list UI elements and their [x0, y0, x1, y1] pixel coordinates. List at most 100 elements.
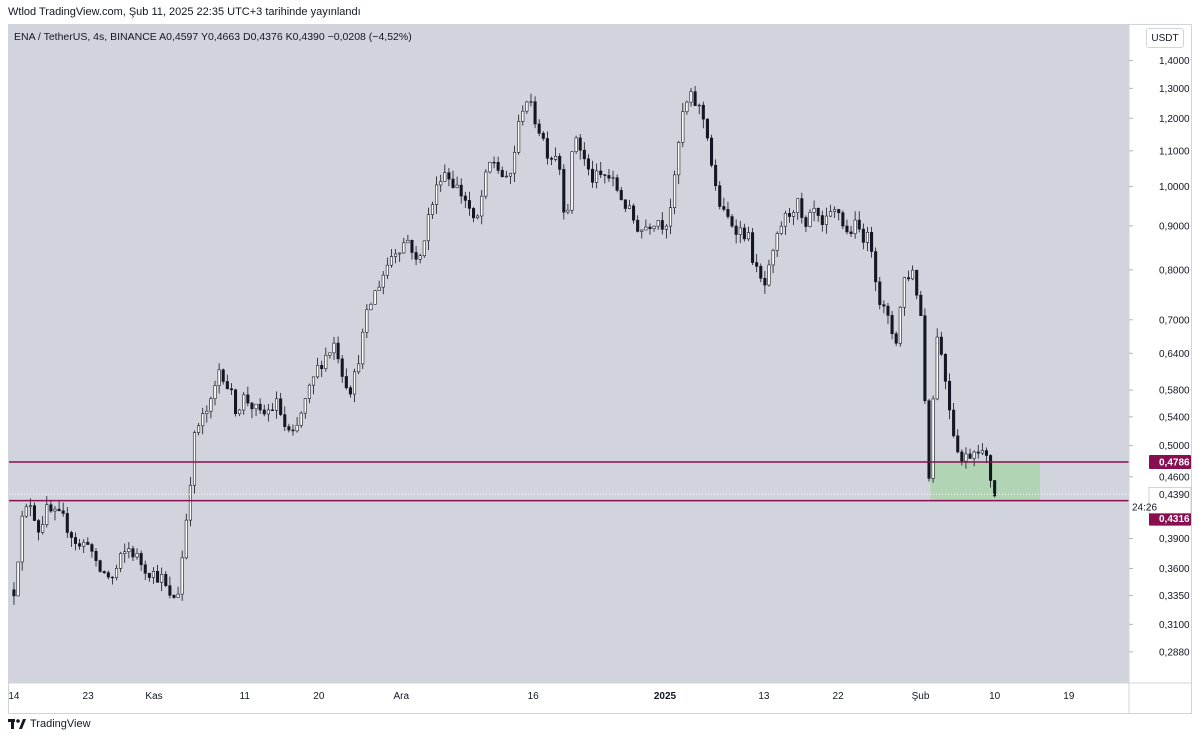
- candle: [311, 376, 316, 395]
- candle-body: [340, 358, 344, 377]
- candle-body: [37, 520, 41, 533]
- price-tick-label: 0,7000: [1159, 315, 1190, 326]
- candle-body: [968, 453, 972, 459]
- candle-body: [480, 195, 484, 217]
- candle-body: [394, 253, 398, 257]
- candle-body: [24, 506, 28, 517]
- candle-body: [303, 398, 307, 414]
- candle: [307, 383, 311, 404]
- candle-body: [656, 220, 660, 227]
- candle-body: [800, 198, 804, 218]
- candle: [562, 164, 566, 220]
- candle: [952, 402, 956, 438]
- candle: [221, 368, 225, 385]
- candle: [82, 539, 86, 554]
- candle: [316, 357, 320, 379]
- candle: [882, 300, 886, 314]
- candle-body: [956, 435, 960, 453]
- candle-body: [590, 168, 595, 183]
- candle: [37, 518, 41, 541]
- candle: [841, 210, 845, 230]
- candle-body: [668, 207, 673, 227]
- candle: [923, 308, 927, 405]
- candle: [389, 249, 393, 268]
- candle: [500, 166, 504, 178]
- candle-body: [332, 342, 336, 354]
- time-axis[interactable]: 14 23 Kas 11 20 Ara 16 2025 13 22 Şub 10 19: [8, 691, 1074, 702]
- candle: [410, 239, 414, 260]
- candle-body: [73, 537, 78, 544]
- candle-body: [816, 207, 820, 216]
- candle-body: [398, 252, 402, 255]
- candle-body: [135, 553, 139, 558]
- candle: [480, 189, 484, 225]
- candle-body: [603, 174, 607, 176]
- candle: [168, 576, 172, 599]
- candle-body: [418, 255, 422, 260]
- candle: [373, 290, 377, 305]
- support-price-label-bg: [1149, 511, 1191, 526]
- candle-body: [972, 451, 976, 459]
- candle-body: [574, 137, 578, 152]
- candles: [12, 85, 997, 605]
- candle-body: [849, 231, 853, 234]
- candle-body: [640, 229, 644, 232]
- candle: [459, 178, 463, 204]
- candle: [299, 411, 303, 428]
- candle-body: [607, 175, 611, 179]
- candle-body: [262, 409, 266, 415]
- candle: [164, 571, 168, 588]
- candle: [993, 480, 997, 498]
- candle: [718, 181, 722, 210]
- candle: [915, 269, 919, 300]
- candle: [20, 510, 24, 571]
- candle-body: [430, 204, 435, 215]
- candle: [615, 174, 619, 193]
- support-price-label[interactable]: 0,4316: [1149, 511, 1191, 526]
- candle-body: [586, 158, 590, 170]
- candle: [578, 134, 582, 160]
- price-tick-label: 0,3350: [1159, 591, 1190, 602]
- candle-body: [783, 213, 787, 227]
- resistance-price-label[interactable]: 0,4786: [1149, 454, 1191, 469]
- price-chart[interactable]: 1,4000 1,3000 1,2000 1,1000 1,0000 0,9000 0,80…: [8, 24, 1192, 714]
- candle-body: [627, 205, 631, 209]
- candle-body: [426, 214, 430, 242]
- candle-body: [993, 480, 997, 497]
- candle-body: [238, 409, 242, 415]
- candle: [143, 560, 147, 581]
- candle-body: [443, 172, 447, 182]
- candle-body: [69, 532, 73, 538]
- candle: [549, 156, 554, 166]
- candle-body: [168, 585, 172, 596]
- candle-body: [738, 227, 742, 235]
- candle-body: [143, 564, 147, 574]
- candle: [98, 559, 102, 573]
- candle: [574, 135, 578, 154]
- candle-body: [796, 198, 800, 213]
- candle: [664, 224, 668, 239]
- candle: [332, 336, 336, 360]
- candle-body: [279, 398, 283, 415]
- candle-body: [701, 104, 705, 120]
- price-tick-label: 1,0000: [1159, 182, 1190, 193]
- candle-body: [734, 225, 738, 235]
- candle: [623, 199, 627, 213]
- candle-body: [270, 409, 274, 412]
- candle-body: [435, 184, 439, 205]
- candle-body: [906, 277, 911, 280]
- candle-body: [865, 231, 869, 243]
- candle-body: [151, 570, 155, 578]
- candle: [131, 545, 135, 562]
- candle: [369, 302, 373, 311]
- candle: [972, 450, 976, 467]
- candle: [833, 206, 837, 218]
- candle-body: [927, 400, 931, 479]
- currency-button[interactable]: USDT: [1146, 28, 1184, 48]
- candle-body: [828, 211, 833, 217]
- candle-body: [287, 426, 291, 431]
- price-axis[interactable]: 1,4000 1,3000 1,2000 1,1000 1,0000 0,9000 0,80…: [1129, 56, 1190, 658]
- publish-line: Wtlod TradingView.com, Şub 11, 2025 22:3…: [8, 6, 361, 18]
- candle-body: [648, 226, 652, 230]
